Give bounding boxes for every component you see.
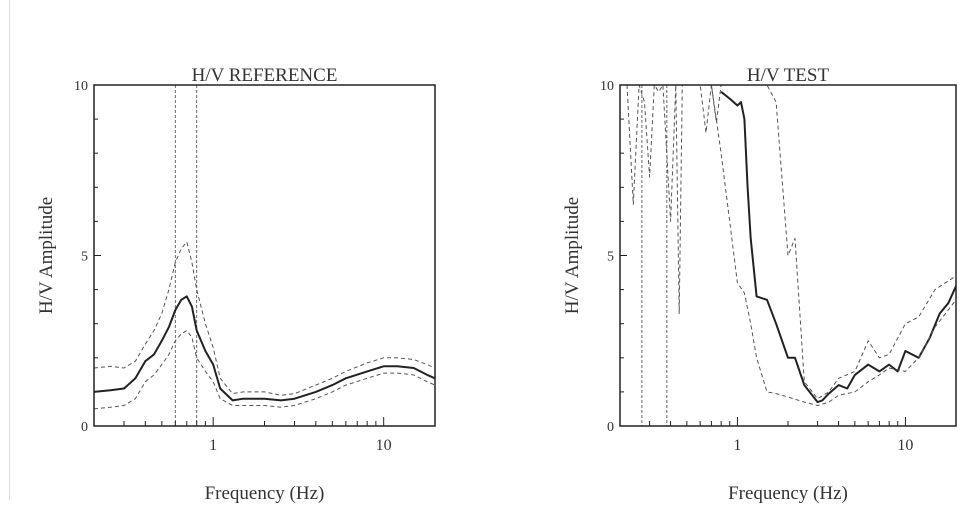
series-group xyxy=(620,85,956,406)
plot-frame xyxy=(619,84,957,427)
page-left-rule xyxy=(9,0,10,500)
chart-title: H/V TEST xyxy=(747,65,830,86)
y-tick-label: 5 xyxy=(81,250,88,265)
chart-2: 0 5 10 1 10 H/V TEST Frequency (Hz) H/V Amplitu… xyxy=(562,65,957,504)
chart-1: 0 5 10 1 10 H/V REFERENCE Frequency (Hz) H/V Am… xyxy=(36,65,436,504)
series-group xyxy=(94,241,435,410)
x-axis-label: Frequency (Hz) xyxy=(205,483,325,504)
std-curve-3 xyxy=(94,330,435,410)
y-tick-label: 5 xyxy=(607,250,614,265)
mean-curve-1 xyxy=(720,91,956,404)
std-curve-3 xyxy=(710,85,956,406)
chart-title: H/V REFERENCE xyxy=(192,65,338,86)
y-tick-label: 0 xyxy=(81,420,88,435)
y-axis-label: H/V Amplitude xyxy=(562,197,583,314)
x-tick-label: 10 xyxy=(376,437,392,454)
y-tick-label: 0 xyxy=(607,420,614,435)
x-tick-label: 1 xyxy=(209,437,217,454)
y-axis-label: H/V Amplitude xyxy=(36,197,57,314)
plot-frame xyxy=(93,84,436,427)
y-tick-label: 10 xyxy=(74,79,88,94)
x-tick-label: 1 xyxy=(733,437,741,454)
y-tick-label: 10 xyxy=(600,79,614,94)
mean-curve-1 xyxy=(94,295,435,402)
x-axis-label: Frequency (Hz) xyxy=(728,483,848,504)
std-curve-2 xyxy=(94,241,435,396)
x-tick-label: 10 xyxy=(897,437,913,454)
